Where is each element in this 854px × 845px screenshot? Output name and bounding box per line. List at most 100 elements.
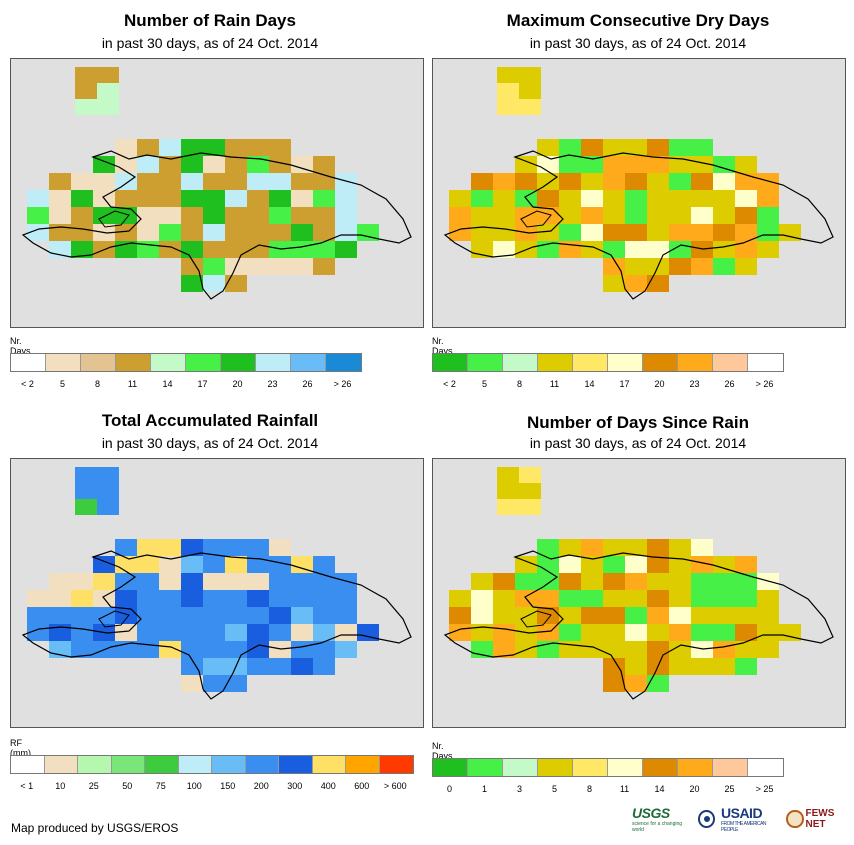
map-svg [443, 467, 834, 700]
legend-swatch [538, 354, 573, 371]
map-grid-cell [225, 173, 247, 190]
map-grid-cell [203, 556, 225, 573]
map-grid-cell [669, 156, 691, 173]
legend-label: 25 [88, 781, 99, 791]
legend-label: 20 [654, 379, 665, 389]
map-grid-cell [669, 590, 691, 607]
map-grid-cell [497, 467, 519, 483]
usaid-seal-icon [697, 810, 715, 828]
map-grid-cell [291, 607, 313, 624]
map-grid-cell [49, 607, 71, 624]
map-grid-cell [625, 641, 647, 658]
map-grid-cell [49, 224, 71, 241]
map-grid-cell [225, 641, 247, 658]
map-grid-cell [625, 190, 647, 207]
map-grid-cell [181, 573, 203, 590]
map-grid-cell [603, 275, 625, 292]
map-grid-cell [97, 467, 119, 483]
map-grid-cell [137, 224, 159, 241]
map-grid-cell [159, 641, 181, 658]
map-grid-cell [203, 190, 225, 207]
map-grid-cell [313, 224, 335, 241]
map-grid-cell [647, 190, 669, 207]
map-grid-cell [335, 590, 357, 607]
legend-swatch [678, 354, 713, 371]
map-grid-cell [269, 224, 291, 241]
map-grid-cell [779, 224, 801, 241]
map-grid-cell [669, 190, 691, 207]
legend-unit: RF (mm) [10, 738, 31, 758]
legend-swatch [643, 354, 678, 371]
map-grid-cell [603, 258, 625, 275]
fews-logo: FEWS NET [786, 808, 854, 830]
legend-label: > 26 [333, 379, 352, 389]
map-grid-cell [691, 607, 713, 624]
map-grid-cell [181, 224, 203, 241]
map-grid-cell [93, 156, 115, 173]
map-grid-cell [313, 173, 335, 190]
map-svg [21, 67, 412, 300]
map-grid-cell [691, 258, 713, 275]
legend-swatch [748, 354, 783, 371]
map-grid-cell [203, 156, 225, 173]
map-grid-cell [581, 624, 603, 641]
map-grid-cell [691, 139, 713, 156]
map-grid-cell [247, 190, 269, 207]
map-grid-cell [647, 207, 669, 224]
map-grid-cell [603, 590, 625, 607]
map-grid-cell [581, 241, 603, 258]
map-grid-cell [471, 641, 493, 658]
map-grid-cell [137, 624, 159, 641]
map-grid-cell [515, 556, 537, 573]
map-svg [443, 67, 834, 300]
legend-color-bar [432, 353, 784, 372]
map-grid-cell [537, 173, 559, 190]
map-grid-cell [713, 573, 735, 590]
panel-title: Number of Rain Days [124, 11, 296, 30]
map-grid-cell [75, 83, 97, 99]
map-grid-cell [269, 190, 291, 207]
map-grid-cell [225, 607, 247, 624]
map-grid-cell [291, 190, 313, 207]
map-grid-cell [669, 173, 691, 190]
fews-globe-icon [786, 810, 804, 828]
legend-label: 5 [59, 379, 66, 389]
map-grid-cell [603, 573, 625, 590]
map-grid-cell [603, 173, 625, 190]
map-grid-cell [313, 590, 335, 607]
map-grid-cell [291, 241, 313, 258]
map-grid-cell [247, 207, 269, 224]
map-grid-cell [247, 156, 269, 173]
legend-swatch [11, 354, 46, 371]
map-grid-cell [203, 224, 225, 241]
map-grid-cell [603, 607, 625, 624]
map-grid-cell [313, 658, 335, 675]
map-grid-cell [181, 675, 203, 692]
map-grid-cell [203, 590, 225, 607]
map-grid-cell [537, 139, 559, 156]
map-grid-cell [603, 641, 625, 658]
legend-label: 50 [122, 781, 133, 791]
map-grid-cell [49, 590, 71, 607]
legend-swatch [573, 759, 608, 776]
map-grid-cell [203, 139, 225, 156]
map-grid-cell [247, 258, 269, 275]
panel-subtitle: in past 30 days, as of 24 Oct. 2014 [529, 35, 747, 51]
map-grid-cell [603, 675, 625, 692]
legend-label: 26 [302, 379, 313, 389]
map-grid-cell [625, 675, 647, 692]
map-grid-cell [335, 190, 357, 207]
map-grid-cell [713, 207, 735, 224]
legend-swatch [379, 756, 413, 773]
map-grid-cell [115, 607, 137, 624]
map-grid-cell [559, 539, 581, 556]
map-grid-cell [269, 607, 291, 624]
map-grid-cell [159, 607, 181, 624]
map-grid-cell [159, 573, 181, 590]
map-grid-cell [757, 224, 779, 241]
legend-swatch [212, 756, 246, 773]
map-grid-cell [735, 607, 757, 624]
map-grid-cell [537, 190, 559, 207]
map-grid-cell [137, 207, 159, 224]
map-grid-cell [291, 590, 313, 607]
